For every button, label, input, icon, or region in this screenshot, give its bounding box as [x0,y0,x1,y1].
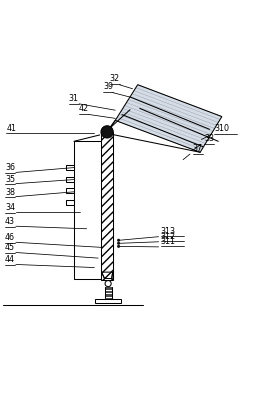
Polygon shape [101,272,112,278]
Text: 312: 312 [160,232,175,241]
Circle shape [117,245,120,248]
Text: 311: 311 [160,237,175,246]
Text: 36: 36 [5,164,15,173]
Text: 34: 34 [5,203,15,212]
Circle shape [117,239,120,242]
Text: 313: 313 [160,227,175,236]
Text: 45: 45 [5,244,15,252]
Text: 32: 32 [109,74,119,83]
Text: 31: 31 [69,94,78,103]
Polygon shape [101,132,112,280]
Circle shape [105,280,111,287]
Polygon shape [66,177,74,182]
Circle shape [117,242,120,245]
Text: 38: 38 [5,187,15,197]
Text: 35: 35 [5,175,15,184]
Text: 310: 310 [213,124,228,133]
Polygon shape [66,165,74,170]
Text: 41: 41 [6,124,16,133]
Text: 33: 33 [203,135,213,143]
Polygon shape [66,200,74,205]
Text: 42: 42 [79,104,89,113]
Text: 37: 37 [192,144,202,153]
Polygon shape [74,141,112,278]
Polygon shape [94,299,121,303]
Text: 44: 44 [5,255,15,265]
Text: 39: 39 [103,82,113,91]
Text: 46: 46 [5,233,15,242]
Polygon shape [66,188,74,194]
Text: 43: 43 [5,217,15,226]
Polygon shape [115,85,221,152]
Circle shape [101,126,113,138]
